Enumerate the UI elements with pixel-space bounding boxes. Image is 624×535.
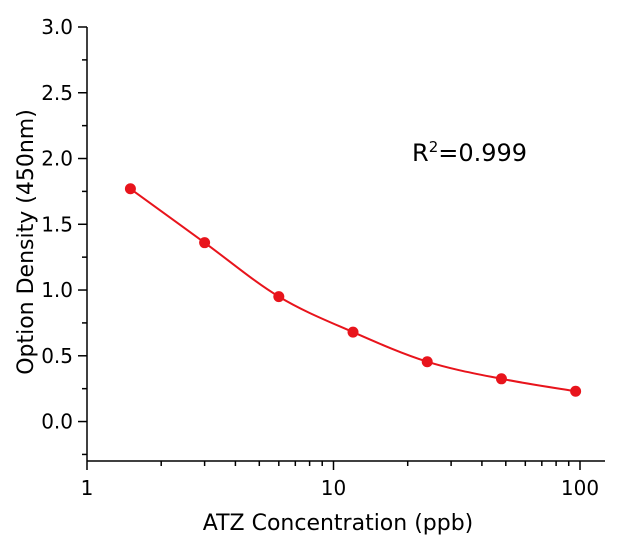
x-ticks: 1 10 100 — [81, 461, 599, 500]
y-axis-title: Option Density (450nm) — [14, 109, 39, 375]
data-point — [570, 385, 582, 397]
annotation-superscript: 2 — [429, 138, 439, 156]
data-point — [347, 326, 359, 338]
axes — [86, 27, 605, 462]
x-tick-label: 1 — [81, 476, 94, 500]
r-squared-annotation: R2=0.999 — [412, 138, 527, 167]
fit-curve — [129, 187, 576, 393]
annotation-base: R — [412, 139, 429, 167]
data-point — [273, 291, 285, 303]
data-point — [199, 237, 211, 249]
annotation-value: =0.999 — [438, 139, 527, 167]
x-tick-label: 10 — [321, 476, 346, 500]
y-tick-label: 3.0 — [41, 15, 73, 39]
y-tick-label: 1.0 — [41, 278, 73, 302]
data-point — [421, 356, 433, 368]
data-point — [124, 183, 136, 195]
x-axis-title: ATZ Concentration (ppb) — [203, 511, 474, 535]
y-tick-label: 2.5 — [41, 81, 73, 105]
y-tick-label: 0.0 — [41, 410, 73, 434]
y-tick-label: 0.5 — [41, 344, 73, 368]
x-tick-label: 100 — [561, 476, 599, 500]
y-tick-label: 2.0 — [41, 147, 73, 171]
y-ticks: 0.0 0.5 1.0 1.5 2.0 2.5 3.0 — [41, 15, 87, 456]
data-points — [124, 183, 582, 397]
y-tick-label: 1.5 — [41, 212, 73, 236]
data-point — [495, 373, 507, 385]
